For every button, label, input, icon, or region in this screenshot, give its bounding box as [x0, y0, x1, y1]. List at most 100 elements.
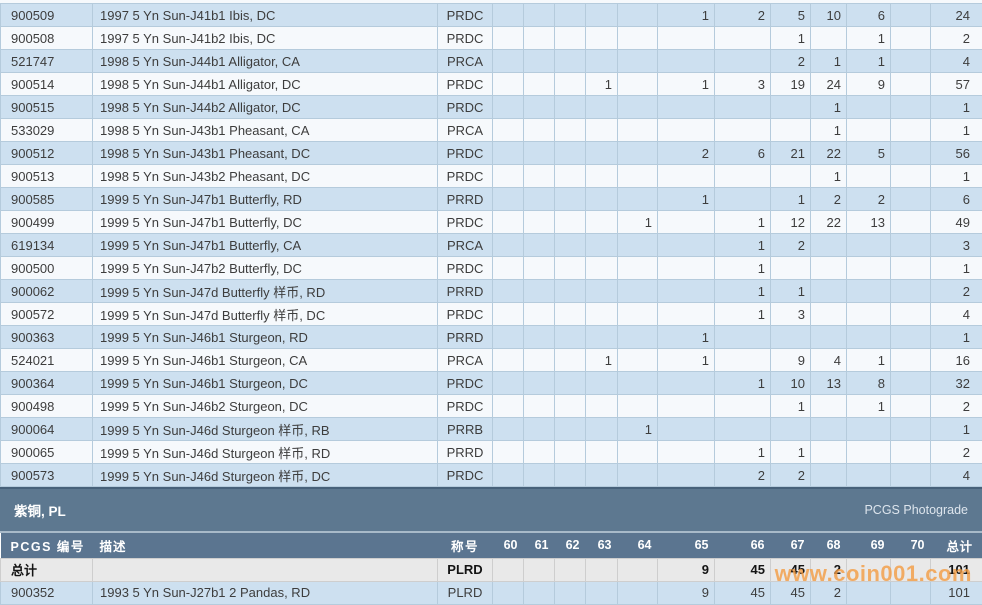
- grade-70-count: [890, 187, 931, 211]
- grade-66-count: 1: [714, 279, 771, 303]
- pcgs-number-link[interactable]: 900513: [0, 164, 93, 188]
- coin-description: 1999 5 Yn Sun-J47b2 Butterfly, DC: [92, 256, 438, 280]
- grade-63-count: [585, 141, 618, 165]
- grade-70-count: [890, 463, 931, 487]
- grade-69-count: [846, 440, 891, 464]
- grade-63-count: [585, 302, 618, 326]
- table-row: 900363 1999 5 Yn Sun-J46b1 Sturgeon, RD PR…: [0, 325, 982, 349]
- grade-67-count: 45: [770, 557, 811, 582]
- pcgs-number-link[interactable]: 900573: [0, 463, 93, 487]
- pcgs-number-link[interactable]: 900352: [0, 580, 93, 605]
- grade-60-count: [492, 348, 524, 372]
- grade-62-count: [554, 187, 586, 211]
- photograde-link[interactable]: PCGS Photograde: [864, 503, 968, 517]
- grade-67-count: 2: [770, 463, 811, 487]
- grade-66-count: 1: [714, 256, 771, 280]
- designation: PRDC: [437, 394, 493, 418]
- grade-69-count: [846, 463, 891, 487]
- grade-66-count: 1: [714, 233, 771, 257]
- grade-69-count: 1: [846, 26, 891, 50]
- table-row: 900513 1998 5 Yn Sun-J43b2 Pheasant, DC PR…: [0, 164, 982, 188]
- grade-70-count: [890, 302, 931, 326]
- table-row: 900065 1999 5 Yn Sun-J46d Sturgeon 样币, RD…: [0, 440, 982, 464]
- grade-61-count: [523, 417, 555, 441]
- coin-description: [92, 557, 438, 582]
- grade-61-count: [523, 371, 555, 395]
- grade-61-count: [523, 348, 555, 372]
- grade-64-count: [617, 164, 658, 188]
- grade-64-count: [617, 256, 658, 280]
- grade-60-count: [492, 371, 524, 395]
- pcgs-number-link[interactable]: 900572: [0, 302, 93, 326]
- grade-70-count: [890, 141, 931, 165]
- grade-65-count: 9: [657, 580, 715, 605]
- grade-67-header: 67: [770, 533, 811, 558]
- pcgs-number-link[interactable]: 900508: [0, 26, 93, 50]
- designation: PRRD: [437, 279, 493, 303]
- grade-66-count: 45: [714, 557, 771, 582]
- grade-61-count: [523, 210, 555, 234]
- grade-63-header: 63: [585, 533, 618, 558]
- grade-70-count: [890, 210, 931, 234]
- grade-66-count: [714, 325, 771, 349]
- coin-description: 1998 5 Yn Sun-J44b1 Alligator, DC: [92, 72, 438, 96]
- designation: PRDC: [437, 95, 493, 119]
- coin-description: 1998 5 Yn Sun-J44b2 Alligator, DC: [92, 95, 438, 119]
- total-count: 24: [930, 3, 982, 27]
- pcgs-number-link[interactable]: 900363: [0, 325, 93, 349]
- grade-63-count: [585, 210, 618, 234]
- grade-67-count: 21: [770, 141, 811, 165]
- designation: PRDC: [437, 26, 493, 50]
- grade-69-count: [846, 233, 891, 257]
- grade-66-count: 2: [714, 463, 771, 487]
- pcgs-number-link[interactable]: 900062: [0, 279, 93, 303]
- pcgs-number-link[interactable]: 900509: [0, 3, 93, 27]
- pcgs-number-link[interactable]: 619134: [0, 233, 93, 257]
- grade-63-count: 1: [585, 72, 618, 96]
- grade-68-count: [810, 417, 847, 441]
- grade-61-count: [523, 325, 555, 349]
- designation: PRDC: [437, 3, 493, 27]
- pcgs-number-link[interactable]: 900364: [0, 371, 93, 395]
- grade-68-count: 13: [810, 371, 847, 395]
- grade-68-count: 1: [810, 49, 847, 73]
- pcgs-number-link[interactable]: 533029: [0, 118, 93, 142]
- total-count: 1: [930, 118, 982, 142]
- pcgs-number-link[interactable]: 900498: [0, 394, 93, 418]
- grade-64-count: [617, 580, 658, 605]
- grade-70-count: [890, 371, 931, 395]
- pcgs-number-link[interactable]: 900514: [0, 72, 93, 96]
- grade-69-count: 2: [846, 187, 891, 211]
- grade-68-count: 1: [810, 164, 847, 188]
- pcgs-number-link[interactable]: 524021: [0, 348, 93, 372]
- grade-64-count: [617, 95, 658, 119]
- grade-67-count: 2: [770, 233, 811, 257]
- pcgs-number-link[interactable]: 900585: [0, 187, 93, 211]
- table-row: 900064 1999 5 Yn Sun-J46d Sturgeon 样币, RB…: [0, 417, 982, 441]
- table-row: 900573 1999 5 Yn Sun-J46d Sturgeon 样币, DC…: [0, 463, 982, 487]
- pcgs-number-link[interactable]: 900065: [0, 440, 93, 464]
- grade-63-count: [585, 3, 618, 27]
- grade-60-count: [492, 118, 524, 142]
- pcgs-number-link[interactable]: 900064: [0, 417, 93, 441]
- grade-64-count: [617, 557, 658, 582]
- grade-69-count: [846, 557, 891, 582]
- grade-68-count: [810, 26, 847, 50]
- coin-description: 1999 5 Yn Sun-J46d Sturgeon 样币, RD: [92, 440, 438, 464]
- designation: PRDC: [437, 256, 493, 280]
- grade-68-count: [810, 302, 847, 326]
- pcgs-number-link[interactable]: 900512: [0, 141, 93, 165]
- grade-62-count: [554, 557, 586, 582]
- pcgs-number-link[interactable]: 900500: [0, 256, 93, 280]
- pcgs-number-link[interactable]: 900515: [0, 95, 93, 119]
- grade-62-count: [554, 3, 586, 27]
- pcgs-number-link[interactable]: 521747: [0, 49, 93, 73]
- pcgs-number-link[interactable]: 900499: [0, 210, 93, 234]
- grade-69-count: [846, 325, 891, 349]
- designation: PRRD: [437, 440, 493, 464]
- grade-61-count: [523, 95, 555, 119]
- total-count: 2: [930, 26, 982, 50]
- grade-69-count: 1: [846, 394, 891, 418]
- grade-60-count: [492, 164, 524, 188]
- grade-65-count: 1: [657, 348, 715, 372]
